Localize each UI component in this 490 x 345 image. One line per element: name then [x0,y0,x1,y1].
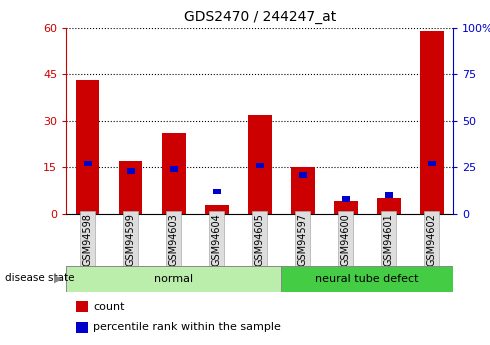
Text: GSM94599: GSM94599 [125,214,136,266]
Text: ▶: ▶ [54,274,62,283]
Bar [170,166,177,172]
Text: GSM94598: GSM94598 [83,214,93,266]
Bar [213,189,220,194]
Text: GSM94600: GSM94600 [341,214,351,266]
Bar [76,80,99,214]
Bar [84,161,92,166]
Title: GDS2470 / 244247_at: GDS2470 / 244247_at [184,10,336,24]
Bar [162,133,186,214]
Text: GSM94601: GSM94601 [384,214,394,266]
Bar [256,162,264,168]
Text: disease state: disease state [5,274,74,283]
Text: GSM94604: GSM94604 [212,214,221,266]
Text: GSM94597: GSM94597 [298,214,308,266]
Bar [127,168,135,174]
Bar [428,161,436,166]
Bar [334,201,358,214]
Bar [205,205,228,214]
Text: neural tube defect: neural tube defect [316,274,419,284]
Bar [291,167,315,214]
Bar [119,161,143,214]
Bar [420,31,443,214]
Bar [377,198,400,214]
Bar [385,193,392,198]
Bar [281,266,453,292]
Text: count: count [93,302,124,312]
Bar [299,172,307,178]
Bar [248,115,271,214]
Text: GSM94603: GSM94603 [169,214,179,266]
Text: percentile rank within the sample: percentile rank within the sample [93,323,281,332]
Bar [342,196,349,202]
Text: GSM94602: GSM94602 [427,214,437,266]
Bar [66,266,281,292]
Text: GSM94605: GSM94605 [255,214,265,266]
Text: normal: normal [154,274,193,284]
